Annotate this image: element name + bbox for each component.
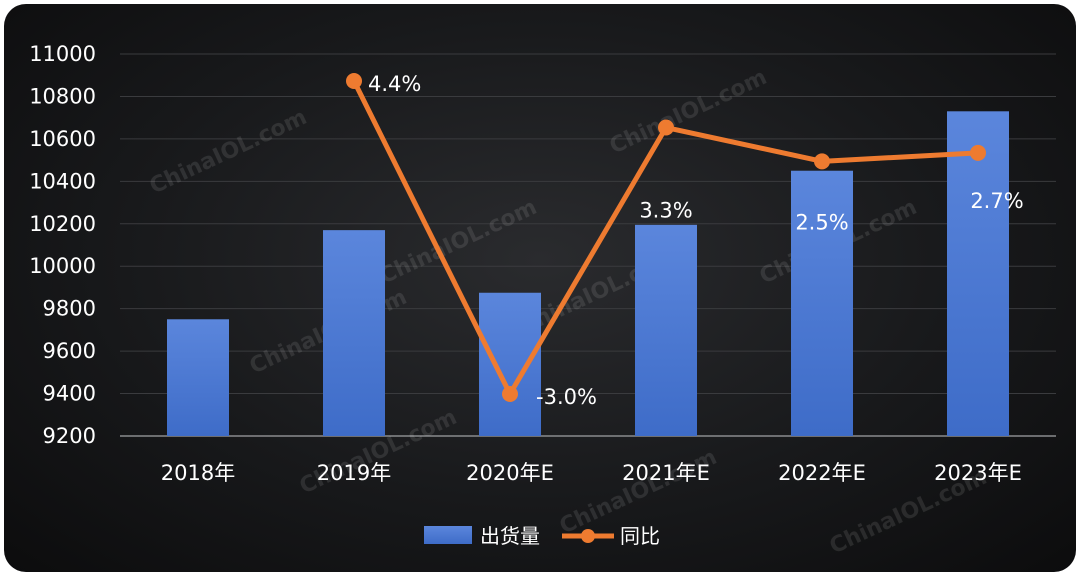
y-tick-label: 9200 <box>43 424 96 448</box>
bar <box>635 224 697 436</box>
bar <box>167 319 229 436</box>
x-tick-label: 2020年E <box>466 461 554 485</box>
chart: 11000 10800 10600 10400 10200 10000 9800 9600 94… <box>29 42 1056 559</box>
y-tick-label: 10400 <box>29 169 96 193</box>
line-point <box>658 119 674 136</box>
y-tick-label: 9600 <box>43 339 96 363</box>
y-tick-label: 10000 <box>29 254 96 278</box>
legend-swatch-bar <box>424 526 472 544</box>
y-tick-label: 10600 <box>29 127 96 151</box>
x-tick-label: 2019年 <box>317 461 391 485</box>
line-point <box>970 144 986 161</box>
chart-card: 11000 10800 10600 10400 10200 10000 9800 9600 94… <box>4 4 1076 572</box>
y-tick-label: 11000 <box>29 42 96 66</box>
bar <box>323 230 385 436</box>
line-point <box>814 153 830 170</box>
line-point <box>346 73 362 89</box>
data-label: 3.3% <box>639 199 692 223</box>
data-label: 2.7% <box>970 189 1023 213</box>
bar <box>947 111 1009 437</box>
y-tick-label: 9400 <box>43 382 96 406</box>
legend-marker <box>581 529 595 543</box>
y-tick-label: 10800 <box>29 84 96 108</box>
y-tick-label: 10200 <box>29 212 96 236</box>
data-label: 4.4% <box>368 72 421 96</box>
data-label: 2.5% <box>795 210 848 234</box>
x-tick-label: 2018年 <box>161 461 235 485</box>
watermark: ChinaIOL.com <box>376 195 541 290</box>
line-point <box>502 386 518 402</box>
legend-label: 同比 <box>620 524 660 548</box>
legend-label: 出货量 <box>480 524 540 548</box>
x-tick-label: 2023年E <box>934 461 1022 485</box>
x-tick-label: 2022年E <box>778 461 866 485</box>
x-tick-label: 2021年E <box>622 461 710 485</box>
watermark: ChinaIOL.com <box>146 105 311 200</box>
bar <box>479 292 541 436</box>
data-label: -3.0% <box>536 385 597 409</box>
bar <box>791 170 853 436</box>
y-tick-label: 9800 <box>43 297 96 321</box>
